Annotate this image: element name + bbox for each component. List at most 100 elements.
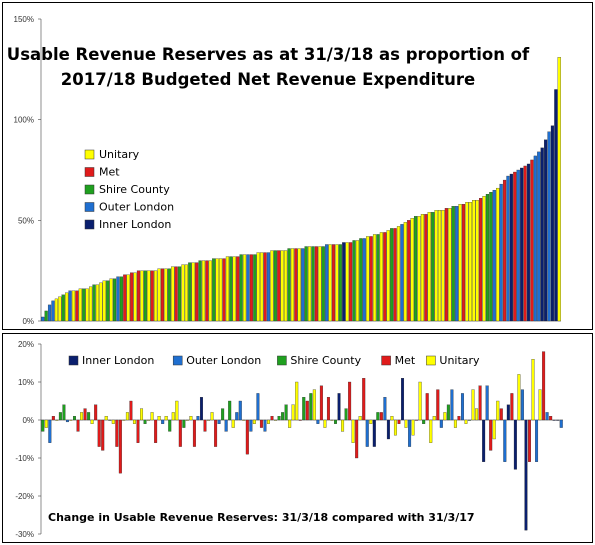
bottom-bar <box>429 419 433 443</box>
top-bar <box>526 163 531 322</box>
top-bar <box>366 236 370 322</box>
bottom-bar <box>231 419 235 428</box>
top-bar <box>54 298 58 322</box>
top-bar <box>479 198 483 322</box>
bottom-bar <box>274 419 278 421</box>
bottom-bar <box>263 419 267 432</box>
top-bar <box>355 240 360 322</box>
top-bar <box>198 260 202 322</box>
bottom-bar <box>422 419 426 424</box>
bottom-y-tick-label: -30% <box>15 530 34 539</box>
top-bar <box>260 252 264 322</box>
bottom-bar <box>443 412 447 421</box>
bottom-bar <box>178 419 182 447</box>
bottom-bar <box>125 412 129 421</box>
bottom-bar <box>196 416 200 421</box>
top-bar <box>147 270 151 322</box>
top-bar <box>455 206 459 322</box>
top-bar <box>338 244 342 322</box>
bottom-legend-label: Outer London <box>186 354 261 367</box>
bottom-bar <box>446 404 450 421</box>
top-bar <box>143 270 147 322</box>
bottom-bar <box>199 397 203 421</box>
top-bar <box>537 151 541 322</box>
top-bar <box>533 155 537 322</box>
bottom-y-axis: -30% -20% -10% 0% 10% 20% <box>15 340 563 539</box>
bottom-bar <box>161 419 165 424</box>
top-bar <box>485 194 490 322</box>
bottom-bar <box>108 419 112 421</box>
bottom-bar <box>411 419 415 436</box>
bottom-bar <box>528 419 531 462</box>
bottom-bar <box>83 408 87 421</box>
bottom-legend-label: Met <box>395 354 416 367</box>
bottom-bar <box>496 400 500 421</box>
bottom-bar <box>256 393 260 421</box>
bottom-bar <box>164 416 168 421</box>
top-legend-label: Met <box>99 166 120 179</box>
top-bar <box>232 256 236 322</box>
bottom-bar <box>221 408 225 421</box>
bottom-bar <box>379 412 383 421</box>
bottom-bar <box>189 416 193 421</box>
top-bar <box>420 214 425 322</box>
bottom-bar <box>341 419 345 432</box>
top-legend-swatch <box>84 184 95 195</box>
bottom-bar <box>492 419 496 440</box>
bottom-bar <box>48 419 52 443</box>
top-bar <box>448 208 452 322</box>
reserves-proportion-chart: 0% 50% 100% 150% Usable Revenue Reserves as… <box>2 2 593 330</box>
top-bar <box>311 246 315 322</box>
bottom-bar <box>524 419 528 531</box>
top-legend-label: Inner London <box>99 218 171 231</box>
bottom-bar <box>136 419 140 443</box>
bottom-legend-swatch <box>68 355 79 366</box>
top-bar <box>359 238 363 322</box>
bottom-bar <box>513 419 517 470</box>
top-bar <box>171 266 175 322</box>
bottom-bar <box>80 412 84 421</box>
bottom-bar <box>140 408 144 421</box>
top-bar <box>140 270 144 322</box>
top-bar <box>270 250 274 322</box>
top-bar <box>99 282 103 322</box>
top-bar <box>325 244 329 322</box>
bottom-bar <box>334 419 337 424</box>
bottom-bar <box>503 419 507 462</box>
bottom-bar <box>549 416 553 421</box>
top-bar <box>314 246 318 322</box>
top-legend-label: Unitary <box>99 148 140 161</box>
bottom-bar <box>143 419 147 424</box>
bottom-y-tick-label: -20% <box>15 492 34 501</box>
top-legend-swatch <box>84 167 95 177</box>
bottom-bar <box>252 419 256 424</box>
bottom-bar <box>418 381 422 421</box>
bottom-bar <box>97 419 101 447</box>
bottom-bar <box>281 412 285 421</box>
top-bar <box>345 242 349 322</box>
bottom-bar <box>242 419 246 421</box>
top-bar <box>437 210 442 322</box>
top-bar <box>475 200 479 322</box>
bottom-bar <box>383 397 387 421</box>
reserves-proportion-plot: 0% 50% 100% 150% Usable Revenue Reserves as… <box>7 15 561 326</box>
bottom-bar <box>542 351 546 421</box>
bottom-bar <box>118 419 122 474</box>
top-bar <box>160 268 165 322</box>
bottom-bar <box>478 385 482 421</box>
bottom-bar <box>122 419 126 421</box>
top-bar <box>92 284 96 322</box>
bottom-bar <box>358 416 362 421</box>
bottom-bar <box>101 419 105 451</box>
bottom-bar <box>404 419 408 428</box>
top-bar <box>208 260 212 322</box>
top-bar <box>219 258 223 322</box>
top-bar <box>523 165 527 322</box>
bottom-bar <box>94 404 98 421</box>
reserves-change-chart: -30% -20% -10% 0% 10% 20% Inner London Outer L… <box>2 333 593 543</box>
top-y-tick-label: 150% <box>14 15 34 24</box>
top-bar <box>126 274 130 322</box>
bottom-bar <box>224 419 228 432</box>
bottom-bar <box>210 412 214 421</box>
bottom-bar <box>471 389 475 421</box>
